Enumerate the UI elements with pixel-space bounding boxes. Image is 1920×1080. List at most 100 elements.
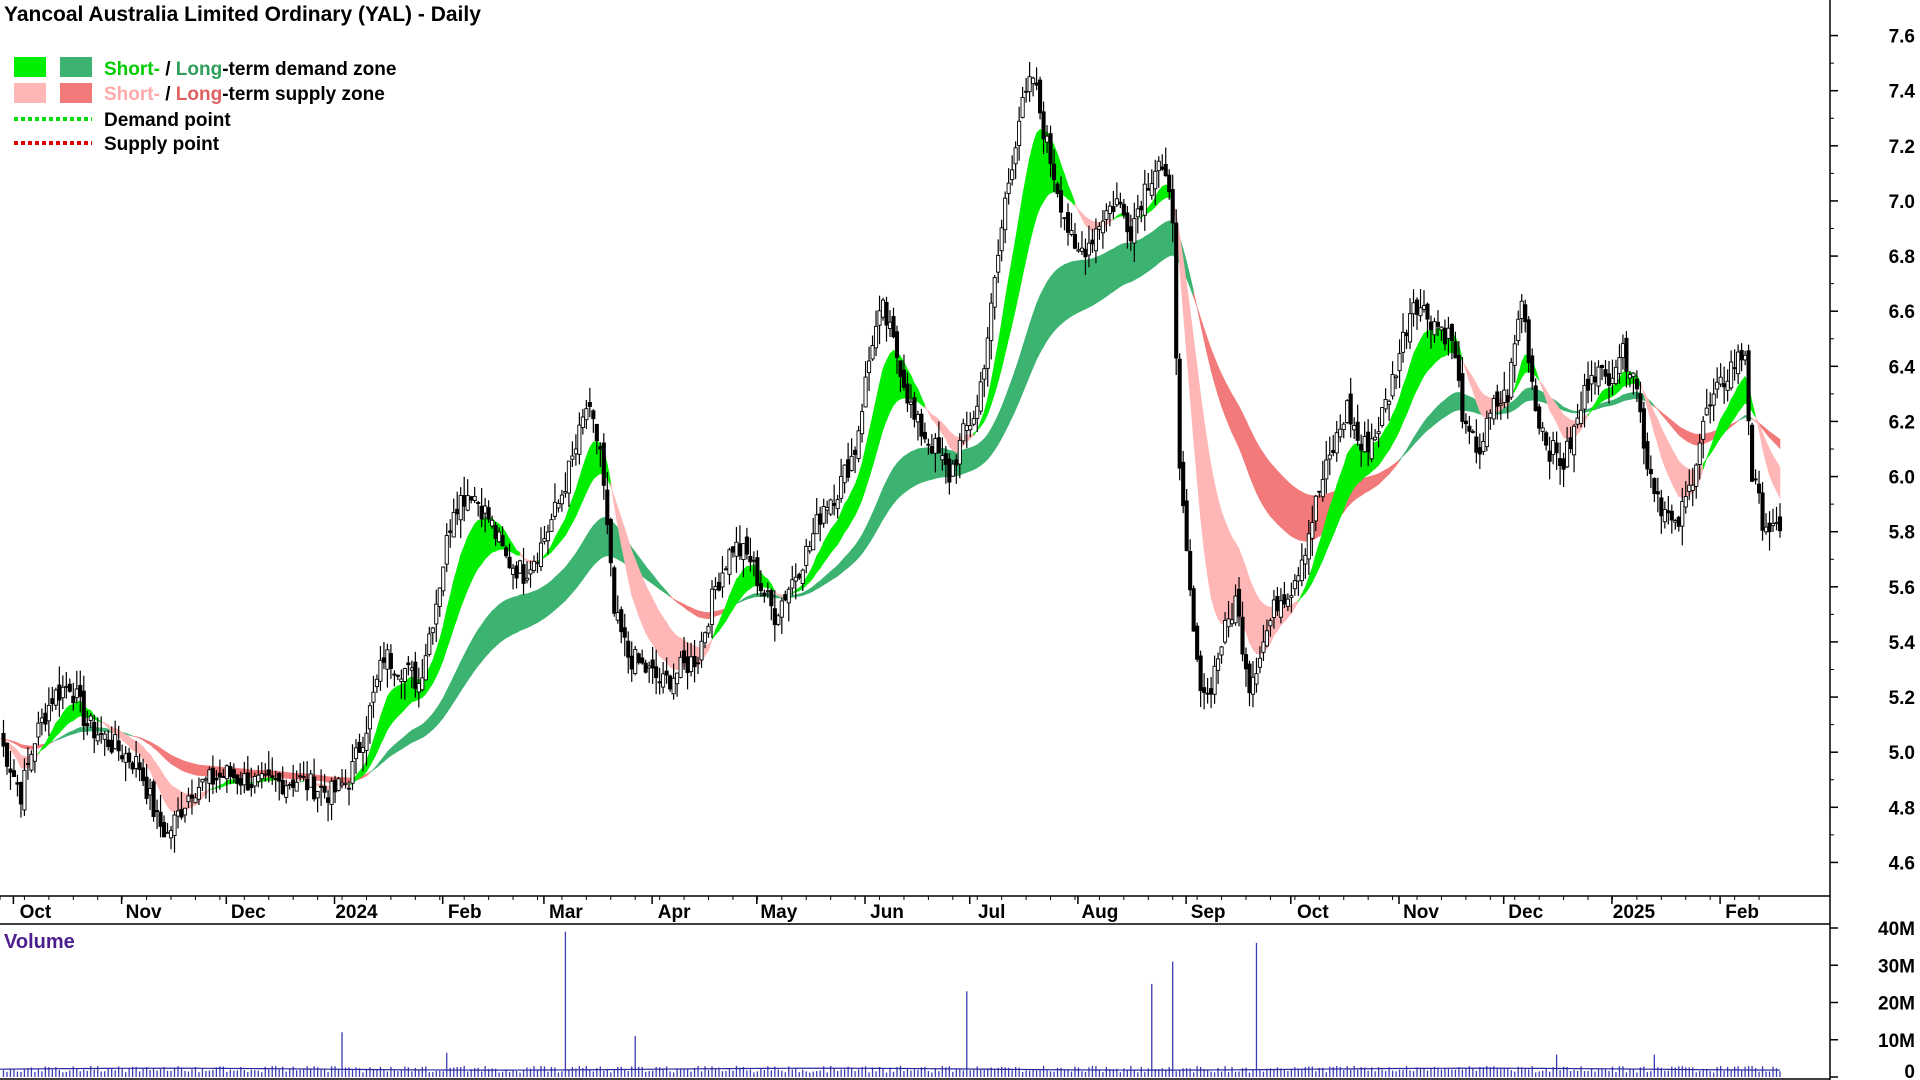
candle-body-up bbox=[709, 588, 715, 625]
candle-body-down bbox=[1634, 378, 1639, 390]
candle-body-down bbox=[1198, 655, 1203, 692]
volume-tick-label: 20M bbox=[1878, 994, 1915, 1015]
short-supply-zone-segment bbox=[1776, 460, 1781, 499]
candle-body-up bbox=[200, 778, 205, 783]
long-demand-zone-segment bbox=[551, 576, 556, 614]
candle-body-up bbox=[74, 688, 79, 699]
price-tick-label: 6.8 bbox=[1889, 247, 1915, 268]
long-demand-zone-segment bbox=[1123, 242, 1128, 285]
long-demand-zone-segment bbox=[1022, 335, 1027, 394]
candle-body-up bbox=[1097, 225, 1102, 230]
candle-body-down bbox=[92, 721, 97, 739]
candle-body-up bbox=[1142, 183, 1147, 216]
candle-body-up bbox=[1512, 343, 1517, 366]
candle-body-down bbox=[1638, 393, 1643, 413]
short-demand-zone-segment bbox=[1350, 443, 1355, 495]
candle-body-down bbox=[1195, 625, 1200, 660]
candle-body-down bbox=[1038, 79, 1043, 114]
candle-body-down bbox=[1547, 450, 1552, 462]
candle-body-up bbox=[1132, 218, 1137, 244]
short-demand-zone-segment bbox=[1022, 176, 1027, 276]
candle-body-up bbox=[765, 590, 770, 593]
candle-body-down bbox=[1732, 367, 1737, 370]
candle-body-up bbox=[870, 344, 875, 360]
candle-body-down bbox=[231, 769, 236, 779]
volume-tick-label: 30M bbox=[1878, 956, 1915, 977]
candle-body-down bbox=[144, 776, 149, 799]
short-supply-zone-segment bbox=[1207, 444, 1212, 598]
candle-body-up bbox=[856, 430, 861, 460]
candle-body-up bbox=[961, 423, 966, 442]
candle-body-down bbox=[668, 675, 673, 690]
long-supply-zone-segment bbox=[1371, 474, 1376, 490]
candle-body-up bbox=[374, 678, 379, 688]
long-demand-zone-segment bbox=[1622, 393, 1627, 402]
candle-body-up bbox=[807, 546, 812, 552]
candle-body-up bbox=[992, 277, 997, 308]
long-supply-zone-segment bbox=[181, 759, 186, 773]
short-demand-zone-segment bbox=[833, 519, 838, 550]
candle-body-down bbox=[141, 767, 146, 782]
candle-body-up bbox=[165, 831, 170, 834]
price-tick-label: 4.8 bbox=[1889, 798, 1915, 819]
candle-body-up bbox=[1687, 484, 1692, 493]
candle-body-up bbox=[734, 541, 739, 557]
candle-body-up bbox=[1502, 389, 1507, 403]
candle-body-down bbox=[1205, 692, 1210, 695]
long-demand-zone-segment bbox=[1032, 303, 1037, 368]
candle-body-down bbox=[78, 684, 83, 697]
long-demand-zone-segment bbox=[491, 607, 496, 651]
long-supply-zone-segment bbox=[701, 611, 706, 619]
candle-body-up bbox=[828, 499, 833, 515]
long-supply-zone-segment bbox=[1692, 432, 1697, 446]
candle-body-down bbox=[312, 776, 317, 800]
candle-body-up bbox=[1770, 523, 1776, 527]
long-demand-zone-segment bbox=[1043, 281, 1048, 348]
short-demand-zone-segment bbox=[463, 536, 468, 599]
candle-body-down bbox=[151, 781, 156, 818]
time-tick-label: Aug bbox=[1081, 902, 1118, 923]
volume-bars bbox=[0, 931, 1781, 1077]
candle-body-up bbox=[1268, 620, 1273, 627]
long-supply-zone-segment bbox=[177, 757, 182, 771]
candle-body-down bbox=[723, 568, 729, 571]
short-supply-zone-segment bbox=[1674, 453, 1680, 497]
candle-body-down bbox=[1558, 458, 1563, 467]
short-demand-zone-segment bbox=[1346, 447, 1352, 501]
candle-body-up bbox=[1289, 595, 1294, 598]
candle-body-up bbox=[720, 572, 725, 588]
candle-body-up bbox=[1212, 665, 1217, 695]
candle-body-down bbox=[619, 609, 624, 633]
candle-body-up bbox=[1376, 431, 1381, 435]
candle-body-up bbox=[1470, 430, 1475, 433]
long-demand-zone-segment bbox=[1626, 392, 1631, 401]
short-demand-zone-segment bbox=[1036, 128, 1041, 217]
legend-demand-point: Demand point bbox=[104, 110, 231, 131]
long-supply-zone-segment bbox=[202, 765, 207, 777]
candle-body-up bbox=[1704, 407, 1709, 416]
candle-body-up bbox=[776, 615, 781, 625]
candle-body-down bbox=[1652, 478, 1657, 495]
candle-body-up bbox=[353, 747, 359, 760]
price-tick-label: 6.2 bbox=[1889, 412, 1915, 433]
candle-body-up bbox=[671, 677, 676, 695]
candle-body-up bbox=[915, 414, 920, 423]
candle-body-up bbox=[563, 491, 568, 494]
candle-body-down bbox=[462, 495, 467, 507]
short-supply-zone-segment bbox=[1671, 447, 1676, 491]
short-supply-zone-segment bbox=[1772, 454, 1777, 492]
candle-body-up bbox=[1027, 76, 1032, 93]
short-demand-zone-segment bbox=[1161, 184, 1167, 201]
candle-body-down bbox=[1072, 233, 1078, 249]
long-supply-zone-segment bbox=[1270, 462, 1275, 521]
price-tick-label: 5.8 bbox=[1889, 523, 1915, 544]
long-demand-zone-segment bbox=[1078, 259, 1083, 313]
chart-title: Yancoal Australia Limited Ordinary (YAL)… bbox=[4, 3, 481, 26]
long-demand-zone-segment bbox=[917, 447, 922, 485]
candle-body-down bbox=[413, 661, 418, 690]
candle-body-up bbox=[996, 254, 1001, 273]
short-supply-zone-segment bbox=[631, 550, 636, 606]
candle-body-up bbox=[64, 685, 69, 688]
long-demand-zone-segment bbox=[593, 521, 598, 567]
candle-body-down bbox=[591, 410, 596, 420]
